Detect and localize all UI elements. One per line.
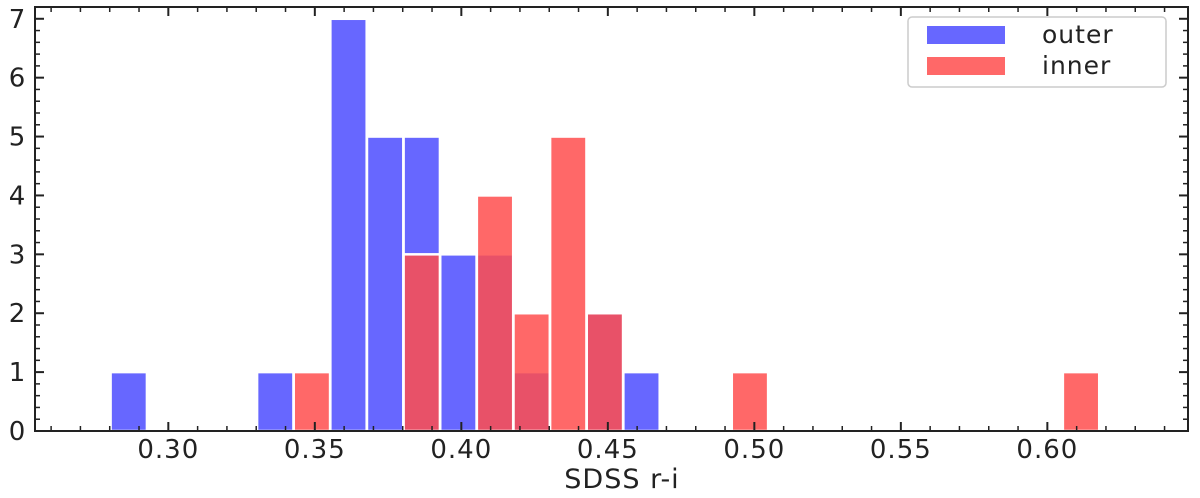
x-tick-label: 0.35 <box>284 435 346 465</box>
bar-outer-5 <box>438 253 478 433</box>
tick-labels-layer: 0.30 0.35 0.40 0.45 0.50 0.55 0.60 0 1 2 3 4 5 6 7 <box>9 5 1078 465</box>
y-tick-label: 4 <box>9 181 26 211</box>
y-tick-label: 7 <box>9 5 26 35</box>
bar-outer-2 <box>329 17 368 433</box>
bar-inner-2 <box>475 194 515 433</box>
x-tick-label: 0.50 <box>723 435 785 465</box>
y-tick-label: 2 <box>9 299 26 329</box>
y-tick-label: 6 <box>9 64 26 94</box>
bar-outer-1 <box>255 370 295 433</box>
x-axis-label: SDSS r-i <box>564 464 679 494</box>
y-tick-label: 3 <box>9 240 26 270</box>
ticks-layer <box>35 7 1188 432</box>
bar-outer-9 <box>622 370 661 433</box>
bar-inner-4 <box>548 135 588 433</box>
bars-layer <box>109 17 1101 433</box>
x-tick-label: 0.40 <box>430 435 492 465</box>
bar-outer-0 <box>109 370 149 433</box>
bar-outer-3 <box>365 135 405 433</box>
bar-inner-3 <box>512 311 552 433</box>
legend-swatch-outer <box>927 26 1005 44</box>
legend-label-outer: outer <box>1042 20 1114 49</box>
x-tick-label: 0.45 <box>577 435 639 465</box>
legend-swatch-inner <box>927 57 1005 75</box>
y-tick-label: 5 <box>9 123 26 153</box>
bar-inner-6 <box>730 370 770 433</box>
x-tick-label: 0.60 <box>1016 435 1078 465</box>
bar-inner-5 <box>585 311 625 433</box>
legend-label-inner: inner <box>1042 51 1111 80</box>
y-tick-label: 1 <box>9 358 26 388</box>
bar-inner-0 <box>292 370 332 433</box>
x-tick-label: 0.30 <box>137 435 199 465</box>
y-tick-label: 0 <box>9 417 26 447</box>
bar-inner-1 <box>402 253 442 433</box>
bar-inner-7 <box>1061 370 1101 433</box>
x-tick-label: 0.55 <box>870 435 932 465</box>
